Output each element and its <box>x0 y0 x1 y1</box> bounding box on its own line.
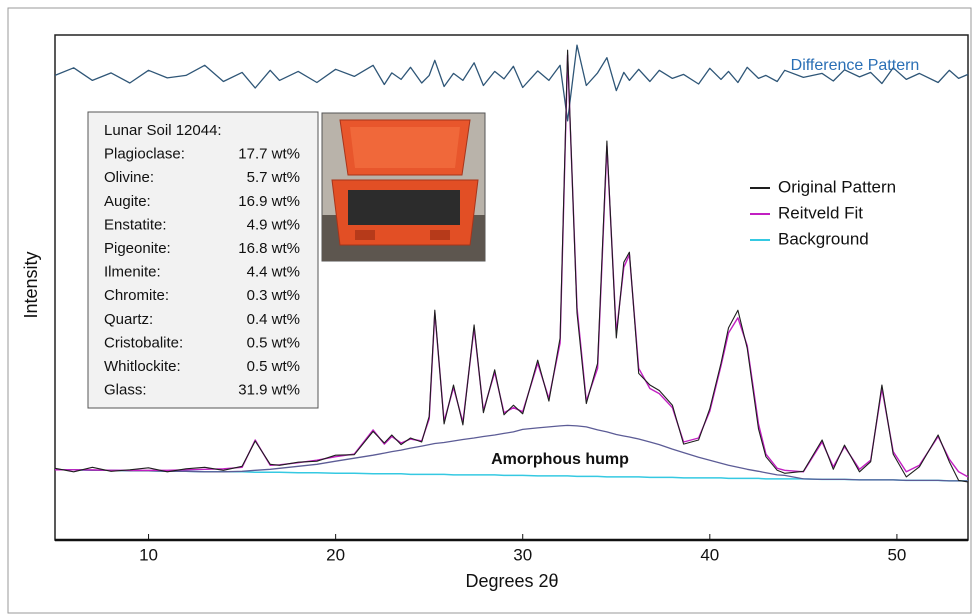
x-tick-label: 50 <box>887 545 906 564</box>
composition-label: Quartz: <box>104 311 153 328</box>
y-axis-title: Intensity <box>21 251 41 318</box>
composition-value: 0.5 wt% <box>247 334 300 351</box>
x-tick-label: 40 <box>700 545 719 564</box>
composition-value: 16.8 wt% <box>238 240 300 257</box>
composition-title: Lunar Soil 12044: <box>104 122 222 139</box>
composition-label: Chromite: <box>104 287 169 304</box>
hump-line <box>55 424 968 482</box>
difference-label: Difference Pattern <box>791 57 920 74</box>
composition-label: Olivine: <box>104 169 154 186</box>
composition-value: 16.9 wt% <box>238 193 300 210</box>
composition-value: 4.4 wt% <box>247 264 300 281</box>
composition-label: Enstatite: <box>104 216 167 233</box>
composition-label: Cristobalite: <box>104 334 183 351</box>
pattern-line <box>54 49 969 483</box>
composition-value: 17.7 wt% <box>238 146 300 163</box>
difference-line <box>54 44 969 122</box>
hump-label: Amorphous hump <box>491 451 629 468</box>
composition-label: Plagioclase: <box>104 146 185 163</box>
composition-value: 4.9 wt% <box>247 216 300 233</box>
x-tick-label: 10 <box>139 545 158 564</box>
composition-label: Augite: <box>104 193 151 210</box>
composition-box <box>87 111 319 409</box>
photo <box>321 112 486 262</box>
legend-label: Original Pattern <box>778 177 896 196</box>
composition-label: Glass: <box>104 382 147 399</box>
composition-value: 0.4 wt% <box>247 311 300 328</box>
x-tick-label: 20 <box>326 545 345 564</box>
legend-label: Background <box>778 229 869 248</box>
composition-value: 5.7 wt% <box>247 169 300 186</box>
x-tick-label: 30 <box>513 545 532 564</box>
composition-label: Whitlockite: <box>104 358 181 375</box>
composition-value: 0.5 wt% <box>247 358 300 375</box>
composition-label: Ilmenite: <box>104 264 161 281</box>
legend-label: Reitveld Fit <box>778 203 863 222</box>
composition-value: 0.3 wt% <box>247 287 300 304</box>
composition-label: Pigeonite: <box>104 240 171 257</box>
composition-value: 31.9 wt% <box>238 382 300 399</box>
x-axis-title: Degrees 2θ <box>465 571 558 591</box>
